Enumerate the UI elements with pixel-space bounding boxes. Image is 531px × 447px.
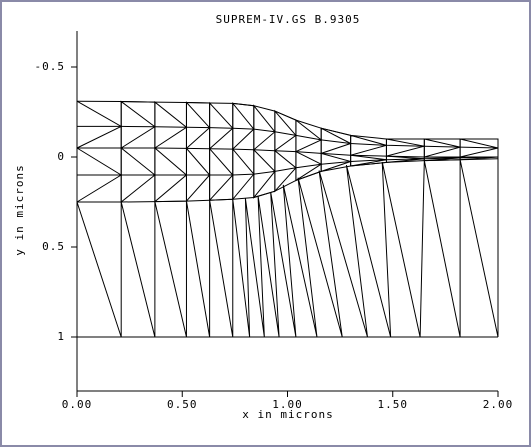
x-axis-label: x in microns [242,408,333,421]
chart-title: SUPREM-IV.GS B.9305 [216,13,361,26]
mesh-line [76,146,498,177]
mesh-line [76,156,499,204]
y-tick-label: 1 [57,330,65,343]
x-tick-label: 1.50 [378,398,409,411]
y-axis-label: y in microns [13,164,26,255]
x-tick-label: 0.00 [62,398,93,411]
y-tick-label: -0.5 [35,60,66,73]
y-tick-label: 0.5 [42,240,65,253]
mesh-line [76,158,499,338]
x-tick-label: 1.00 [272,398,303,411]
x-tick-label: 0.50 [167,398,198,411]
x-tick-label: 2.00 [483,398,514,411]
mesh-line [76,100,499,149]
y-tick-label: 0 [57,150,65,163]
